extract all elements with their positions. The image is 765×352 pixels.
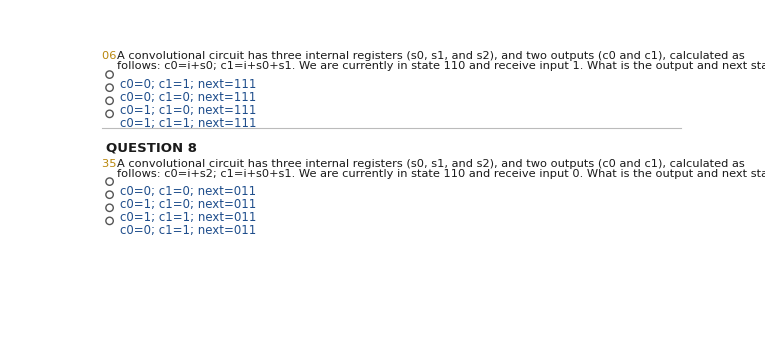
Text: A convolutional circuit has three internal registers (s0, s1, and s2), and two o: A convolutional circuit has three intern… [116, 51, 744, 62]
Text: c0=0; c1=0; next=011: c0=0; c1=0; next=011 [120, 185, 256, 198]
Text: follows: c0=i+s2; c1=i+s0+s1. We are currently in state 110 and receive input 0.: follows: c0=i+s2; c1=i+s0+s1. We are cur… [116, 169, 765, 178]
Text: c0=1; c1=1; next=111: c0=1; c1=1; next=111 [120, 117, 257, 130]
Text: c0=0; c1=1; next=111: c0=0; c1=1; next=111 [120, 78, 257, 91]
Text: c0=1; c1=1; next=011: c0=1; c1=1; next=011 [120, 211, 257, 224]
Text: c0=1; c1=0; next=111: c0=1; c1=0; next=111 [120, 104, 257, 117]
Text: 06: 06 [102, 51, 120, 62]
Text: c0=1; c1=0; next=011: c0=1; c1=0; next=011 [120, 198, 257, 211]
Text: QUESTION 8: QUESTION 8 [106, 142, 197, 155]
Text: A convolutional circuit has three internal registers (s0, s1, and s2), and two o: A convolutional circuit has three intern… [116, 158, 744, 169]
Text: c0=0; c1=0; next=111: c0=0; c1=0; next=111 [120, 91, 257, 104]
Text: c0=0; c1=1; next=011: c0=0; c1=1; next=011 [120, 224, 257, 237]
Text: follows: c0=i+s0; c1=i+s0+s1. We are currently in state 110 and receive input 1.: follows: c0=i+s0; c1=i+s0+s1. We are cur… [116, 62, 765, 71]
Text: 35: 35 [102, 158, 120, 169]
